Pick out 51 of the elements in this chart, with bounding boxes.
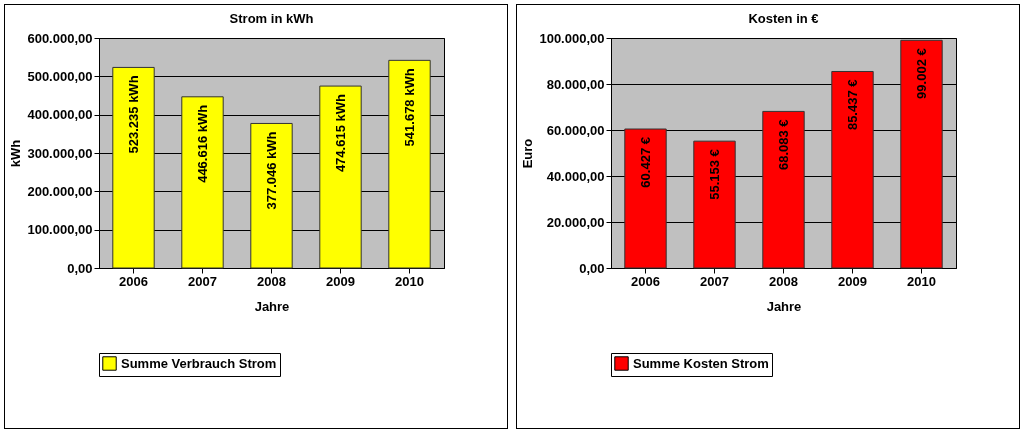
- y-axis-title: Euro: [520, 138, 536, 169]
- data-label: 99.002 €: [913, 48, 929, 99]
- data-label: 474.615 kWh: [332, 94, 348, 173]
- x-tick-label: 2010: [395, 273, 424, 289]
- y-tick-label: 80.000,00: [546, 76, 605, 92]
- bar: [624, 128, 667, 269]
- y-tick-label: 500.000,00: [27, 68, 93, 84]
- x-axis-title: Jahre: [766, 298, 802, 314]
- data-label: 377.046 kWh: [263, 131, 279, 210]
- legend-label: Summe Verbrauch Strom: [121, 355, 277, 371]
- x-tick-label: 2006: [631, 273, 660, 289]
- chart-title: Strom in kWh: [229, 11, 314, 26]
- y-tick-label: 100.000,00: [539, 30, 605, 46]
- data-label: 60.427 €: [637, 137, 653, 188]
- y-tick-label: 40.000,00: [546, 168, 605, 184]
- data-label: 446.616 kWh: [194, 104, 210, 183]
- x-axis-title: Jahre: [254, 298, 290, 314]
- bar: [900, 39, 943, 269]
- bar: [319, 85, 362, 269]
- bar: [250, 122, 293, 269]
- bar: [762, 110, 805, 269]
- x-tick-label: 2010: [907, 273, 936, 289]
- x-tick-label: 2006: [119, 273, 148, 289]
- y-tick-label: 400.000,00: [27, 107, 93, 123]
- bar: [388, 59, 431, 269]
- x-tick-label: 2007: [700, 273, 729, 289]
- data-label: 55.153 €: [706, 149, 722, 200]
- legend-label: Summe Kosten Strom: [633, 355, 769, 371]
- data-label: 85.437 €: [844, 79, 860, 131]
- data-label: 68.083 €: [775, 119, 791, 171]
- x-tick-label: 2009: [326, 273, 355, 289]
- y-tick-label: 0,00: [67, 260, 93, 276]
- y-tick-label: 600.000,00: [27, 30, 93, 46]
- chart-title: Kosten in €: [748, 11, 819, 26]
- bar: [112, 66, 155, 269]
- y-tick-label: 20.000,00: [546, 214, 605, 230]
- bar: [831, 70, 874, 269]
- x-tick-label: 2008: [257, 273, 286, 289]
- data-label: 541.678 kWh: [401, 68, 417, 147]
- x-tick-label: 2009: [838, 273, 867, 289]
- y-tick-label: 100.000,00: [27, 222, 93, 238]
- y-tick-label: 300.000,00: [27, 145, 93, 161]
- bar: [693, 140, 736, 269]
- y-tick-label: 0,00: [579, 260, 605, 276]
- data-label: 523.235 kWh: [125, 75, 141, 154]
- y-tick-label: 200.000,00: [27, 183, 93, 199]
- x-tick-label: 2007: [188, 273, 217, 289]
- y-axis-title: kWh: [8, 139, 24, 168]
- x-tick-label: 2008: [769, 273, 798, 289]
- y-tick-label: 60.000,00: [546, 122, 605, 138]
- bar: [181, 96, 224, 269]
